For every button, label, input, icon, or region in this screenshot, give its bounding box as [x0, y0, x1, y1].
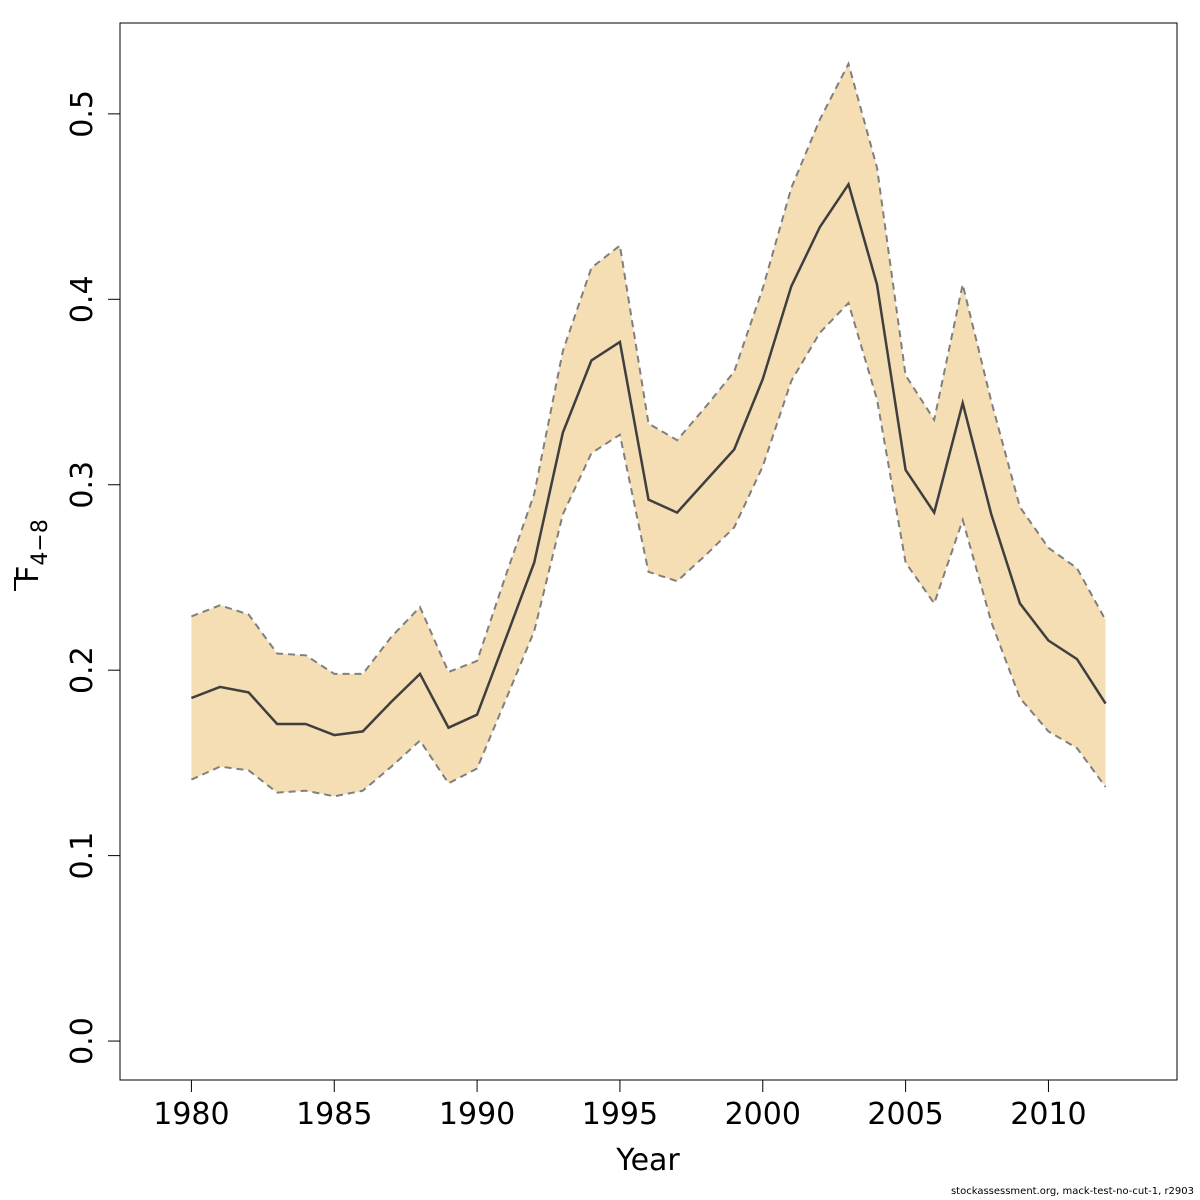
- y-tick-label: 0.2: [65, 646, 100, 694]
- y-axis-title-main: F: [11, 566, 46, 583]
- x-tick-label: 1985: [296, 1097, 372, 1132]
- x-tick-label: 1980: [153, 1097, 229, 1132]
- y-tick-label: 0.5: [65, 90, 100, 138]
- y-tick-label: 0.0: [65, 1017, 100, 1065]
- y-tick-label: 0.3: [65, 461, 100, 509]
- x-axis-title: Year: [615, 1143, 680, 1178]
- x-tick-label: 1990: [439, 1097, 515, 1132]
- y-axis-title: F4−8: [11, 519, 53, 591]
- svg-text:F4−8: F4−8: [11, 519, 53, 583]
- x-tick-label: 2005: [867, 1097, 943, 1132]
- y-axis-title-subscript: 4−8: [28, 519, 53, 565]
- lower-bound-line: [190, 301, 1107, 798]
- x-tick-label: 2010: [1010, 1097, 1086, 1132]
- estimate-line: [190, 181, 1107, 737]
- y-tick-label: 0.1: [65, 832, 100, 880]
- upper-bound-line: [191, 61, 1107, 675]
- x-axis: 1980 1985 1990 1995 2000 2005 2010: [153, 1079, 1087, 1132]
- confidence-band: [191, 63, 1106, 797]
- footer-note: stockassessment.org, mack-test-no-cut-1,…: [950, 1186, 1194, 1197]
- x-tick-label: 2000: [725, 1097, 801, 1132]
- y-tick-label: 0.4: [65, 275, 100, 323]
- y-axis: 0.0 0.1 0.2 0.3 0.4 0.5: [65, 90, 121, 1065]
- x-tick-label: 1995: [582, 1097, 658, 1132]
